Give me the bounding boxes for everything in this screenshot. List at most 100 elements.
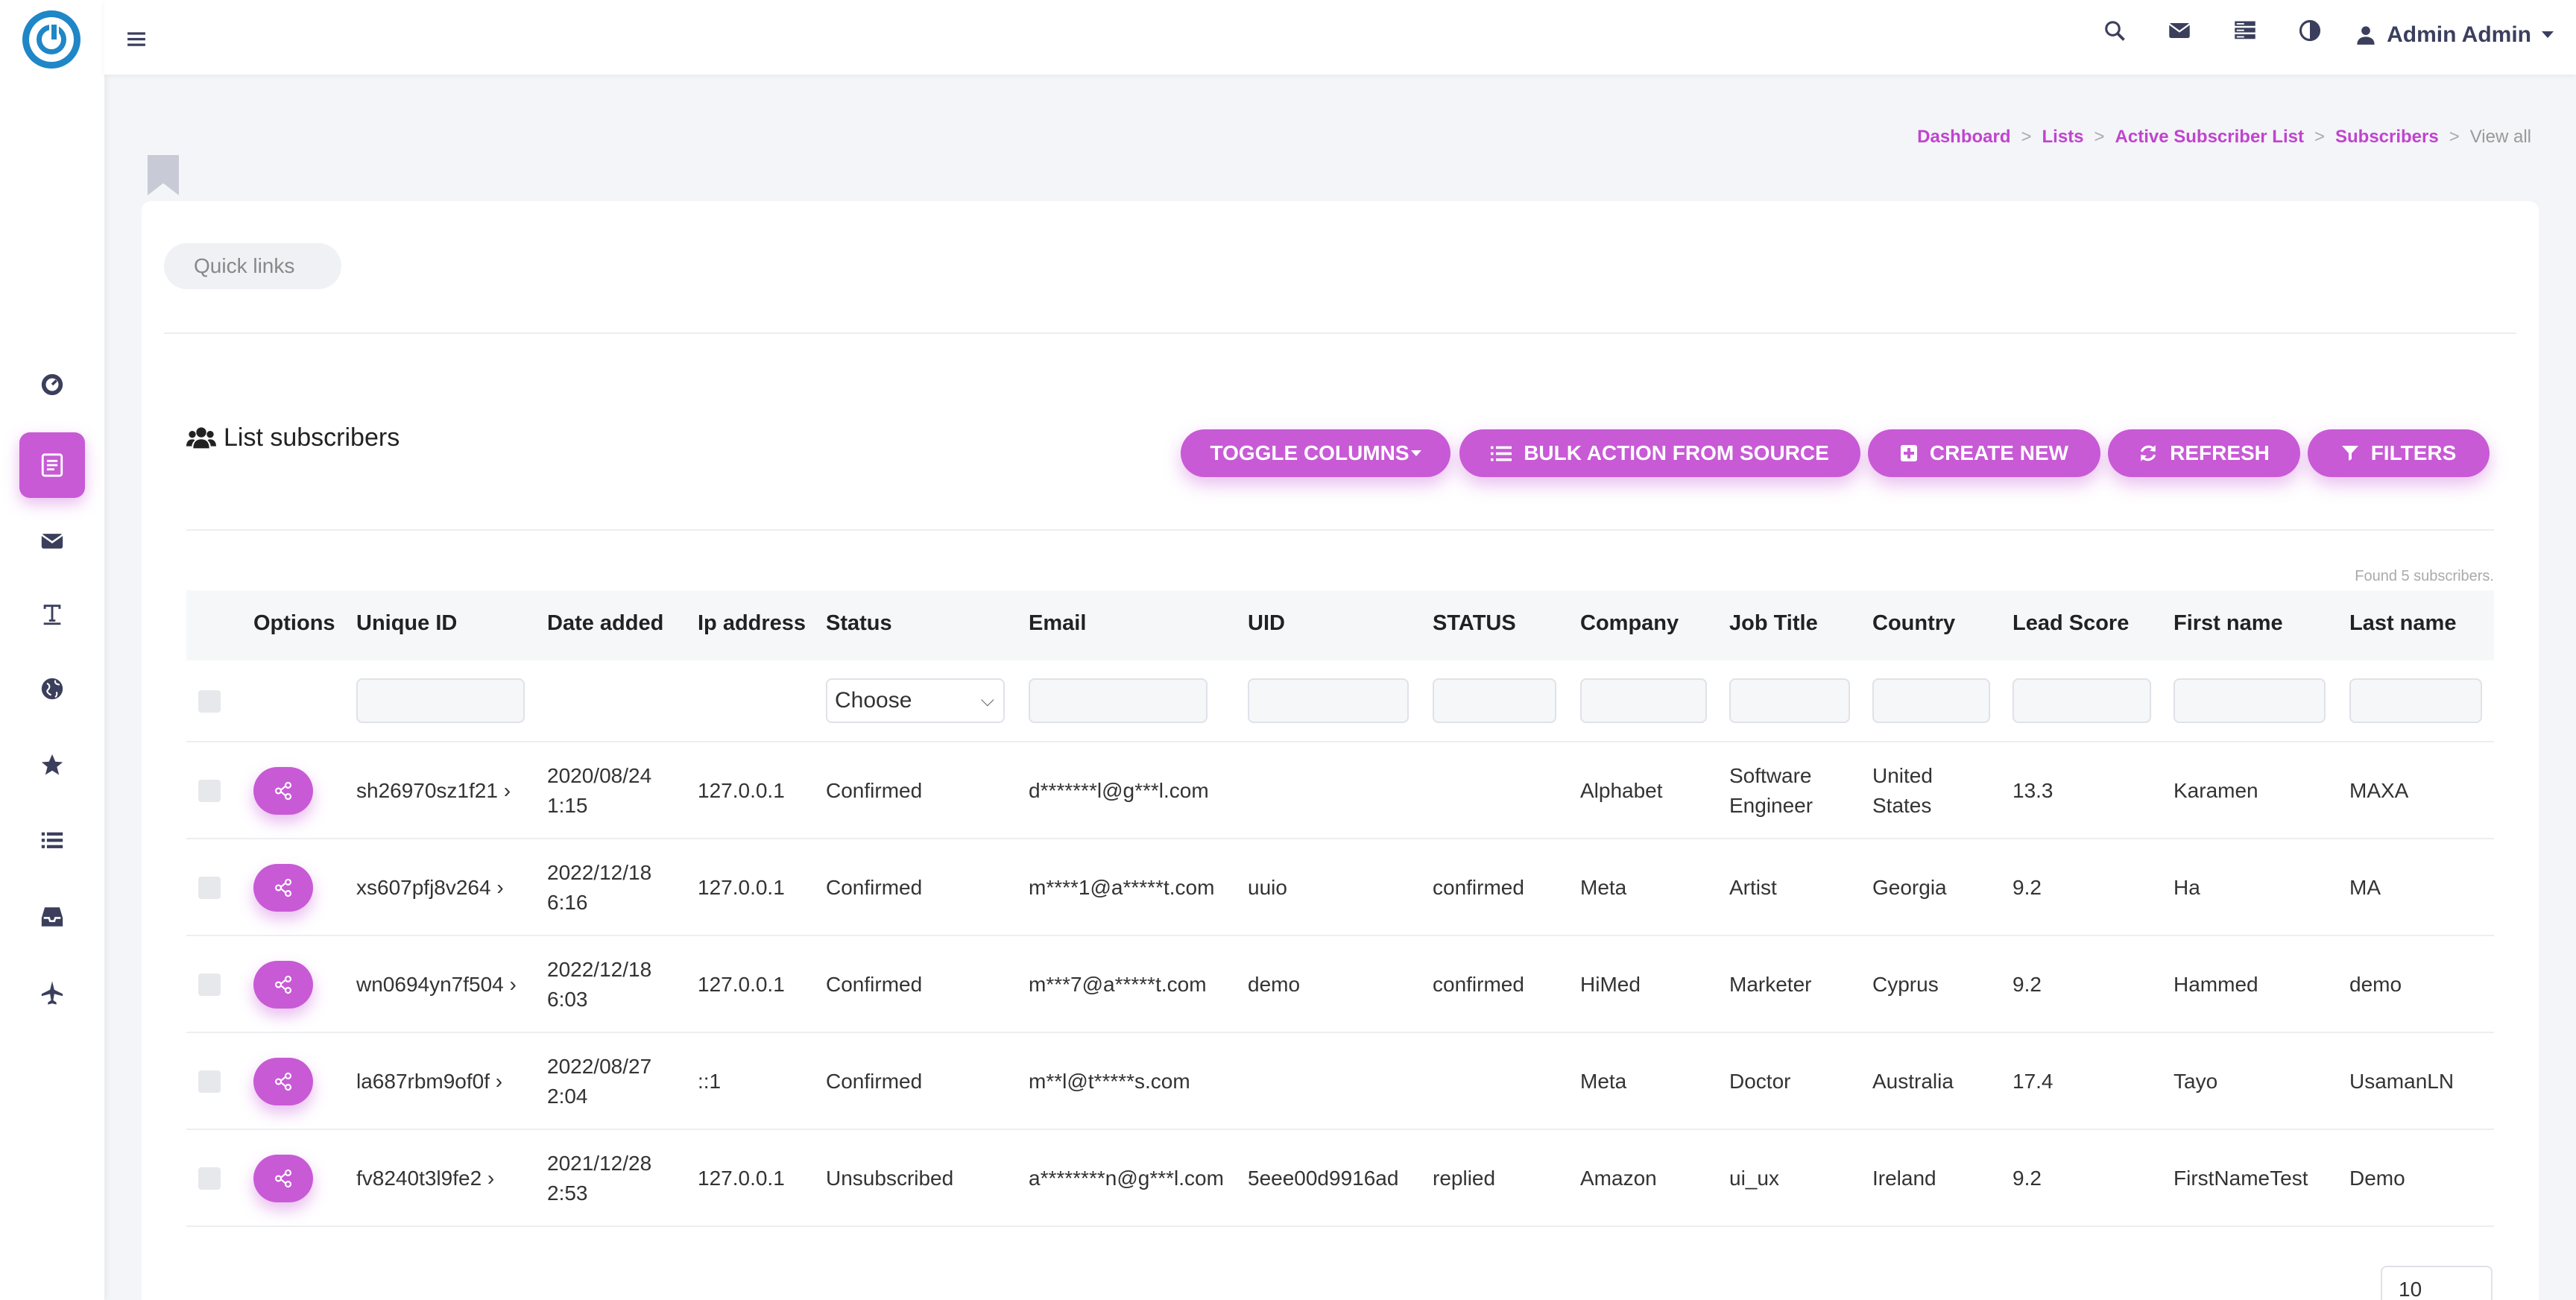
cell-first-name: FirstNameTest — [2174, 1167, 2308, 1190]
filter-email-input[interactable] — [1029, 678, 1208, 723]
row-checkbox[interactable] — [198, 1167, 221, 1190]
filter-status-select[interactable]: Choose ⌵ — [826, 678, 1005, 723]
row-options-button[interactable] — [253, 767, 313, 815]
filter-uid-input[interactable] — [1248, 678, 1409, 723]
breadcrumb-separator: > — [2314, 127, 2325, 147]
share-nodes-icon — [274, 975, 292, 994]
breadcrumb-separator: > — [2094, 127, 2105, 147]
sidebar-item-templates[interactable] — [19, 581, 85, 647]
column-header-options[interactable]: Options — [253, 611, 335, 635]
filter-unique-id-input[interactable] — [356, 678, 525, 723]
cell-date-time: 2:04 — [547, 1085, 588, 1108]
row-options-button[interactable] — [253, 961, 313, 1009]
row-checkbox[interactable] — [198, 780, 221, 802]
breadcrumb-dashboard[interactable]: Dashboard — [1917, 127, 2011, 147]
sidebar-item-dashboard[interactable] — [19, 352, 85, 417]
cell-job-title: Doctor — [1729, 1070, 1791, 1093]
row-options-button[interactable] — [253, 1058, 313, 1105]
cell-status: Confirmed — [826, 1070, 923, 1093]
row-checkbox[interactable] — [198, 877, 221, 899]
filter-job-title-input[interactable] — [1729, 678, 1850, 723]
cell-unique-id[interactable]: fv8240t3l9fe2 › — [356, 1167, 495, 1190]
page-size-select[interactable]: 10 — [2381, 1266, 2493, 1300]
column-header-ip-address[interactable]: Ip address — [698, 611, 806, 635]
campaigns-icon — [41, 534, 63, 549]
column-header-unique-id[interactable]: Unique ID — [356, 611, 458, 635]
cell-lead-score: 9.2 — [2012, 973, 2042, 996]
servers-icon[interactable] — [2233, 19, 2257, 48]
column-header-last-name[interactable]: Last name — [2349, 611, 2457, 635]
breadcrumb-separator: > — [2449, 127, 2460, 147]
column-header-country[interactable]: Country — [1872, 611, 1956, 635]
user-icon — [2357, 26, 2375, 45]
topbar: Admin Admin — [104, 0, 2576, 75]
column-header-first-name[interactable]: First name — [2174, 611, 2283, 635]
cell-unique-id[interactable]: sh26970sz1f21 › — [356, 779, 511, 802]
column-header-company[interactable]: Company — [1580, 611, 1679, 635]
row-checkbox[interactable] — [198, 974, 221, 996]
search-icon[interactable] — [2103, 19, 2126, 48]
filter-first-name-input[interactable] — [2174, 678, 2326, 723]
column-header-lead-score[interactable]: Lead Score — [2012, 611, 2130, 635]
row-options-button[interactable] — [253, 1155, 313, 1202]
column-header-status-field[interactable]: STATUS — [1433, 611, 1516, 635]
logo[interactable] — [22, 10, 80, 69]
column-header-date-added[interactable]: Date added — [547, 611, 664, 635]
row-checkbox[interactable] — [198, 1070, 221, 1093]
mail-icon[interactable] — [2168, 19, 2191, 48]
cell-date-time: 6:16 — [547, 891, 588, 914]
filter-status-field-input[interactable] — [1433, 678, 1556, 723]
cell-job-title: ui_ux — [1729, 1167, 1779, 1190]
cell-country: Cyprus — [1872, 973, 1939, 996]
bulk-action-button[interactable]: BULK ACTION FROM SOURCE — [1459, 429, 1860, 477]
filter-country-input[interactable] — [1872, 678, 1990, 723]
row-options-button[interactable] — [253, 864, 313, 912]
sidebar-item-list[interactable] — [19, 808, 85, 874]
filters-button[interactable]: FILTERS — [2308, 429, 2490, 477]
inbox-icon — [41, 907, 63, 927]
cell-job-title: Artist — [1729, 876, 1777, 899]
column-header-status[interactable]: Status — [826, 611, 892, 635]
cell-lead-score: 13.3 — [2012, 779, 2053, 802]
share-nodes-icon — [274, 781, 292, 801]
cell-unique-id[interactable]: wn0694yn7f504 › — [356, 973, 517, 996]
sidebar-item-favorites[interactable] — [19, 732, 85, 798]
column-header-uid[interactable]: UID — [1248, 611, 1285, 635]
toggle-columns-button[interactable]: TOGGLE COLUMNS — [1181, 429, 1450, 477]
table-row: sh26970sz1f21 › 2020/08/24 1:15 127.0.0.… — [186, 742, 2494, 839]
breadcrumb-active-list[interactable]: Active Subscriber List — [2115, 127, 2304, 147]
column-header-email[interactable]: Email — [1029, 611, 1087, 635]
sidebar-item-world[interactable] — [19, 656, 85, 722]
cell-status: Confirmed — [826, 876, 923, 899]
sidebar-item-plane[interactable] — [19, 960, 85, 1026]
breadcrumb: Dashboard > Lists > Active Subscriber Li… — [1917, 127, 2531, 148]
select-all-checkbox[interactable] — [198, 690, 221, 713]
refresh-button[interactable]: REFRESH — [2108, 429, 2300, 477]
table-row: wn0694yn7f504 › 2022/12/18 6:03 127.0.0.… — [186, 936, 2494, 1033]
list-icon — [41, 832, 63, 848]
sidebar-item-inbox[interactable] — [19, 884, 85, 950]
cell-unique-id[interactable]: xs607pfj8v264 › — [356, 876, 504, 899]
cell-unique-id[interactable]: la687rbm9of0f › — [356, 1070, 503, 1093]
breadcrumb-subscribers[interactable]: Subscribers — [2334, 127, 2439, 147]
filter-lead-score-input[interactable] — [2012, 678, 2151, 723]
cell-email: d*******l@g***l.com — [1029, 779, 1209, 802]
cell-lead-score: 17.4 — [2012, 1070, 2053, 1093]
lists-icon — [41, 453, 63, 477]
users-icon — [186, 426, 216, 448]
create-new-button[interactable]: CREATE NEW — [1868, 429, 2100, 477]
templates-icon — [43, 605, 61, 625]
share-nodes-icon — [274, 1169, 292, 1188]
hamburger-icon[interactable] — [127, 22, 146, 56]
column-header-job-title[interactable]: Job Title — [1729, 611, 1818, 635]
breadcrumb-lists[interactable]: Lists — [2042, 127, 2084, 147]
filter-company-input[interactable] — [1580, 678, 1707, 723]
filter-last-name-input[interactable] — [2349, 678, 2482, 723]
quick-links-button[interactable]: Quick links — [164, 243, 341, 289]
cell-date-added: 2022/08/27 — [547, 1055, 652, 1078]
sidebar-item-lists[interactable] — [19, 432, 85, 498]
user-menu[interactable]: Admin Admin — [2355, 22, 2554, 48]
contrast-icon[interactable] — [2299, 19, 2321, 48]
sidebar-item-campaigns[interactable] — [19, 508, 85, 574]
cell-country: Ireland — [1872, 1167, 1936, 1190]
